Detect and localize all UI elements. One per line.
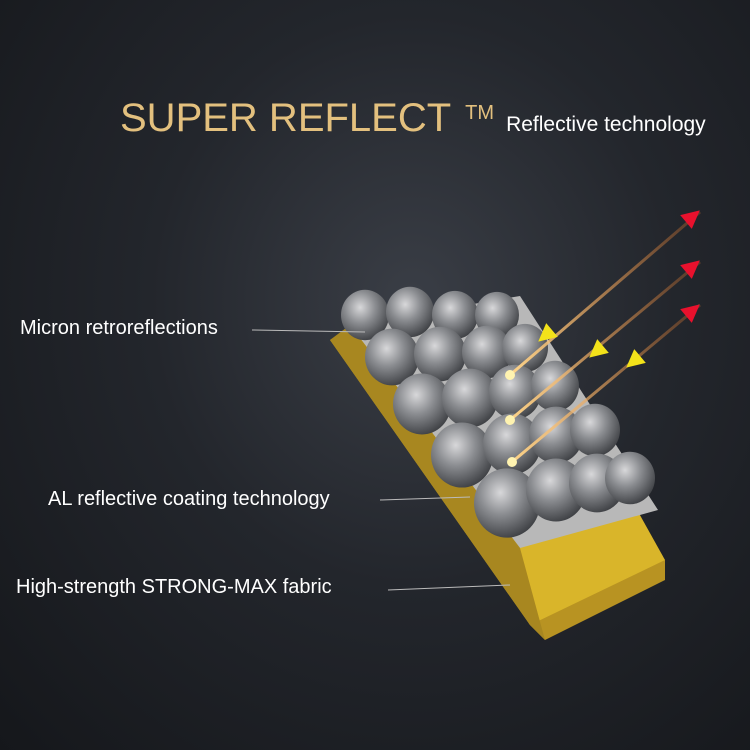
light-ray [511, 303, 701, 464]
light-rays [505, 210, 701, 467]
leader-line [251, 329, 366, 333]
bead-grid [341, 286, 655, 538]
glass-bead [483, 413, 541, 475]
label-micron: Micron retroreflections [20, 317, 218, 339]
incoming-arrow-icon [680, 304, 700, 323]
glass-bead [462, 325, 512, 379]
incoming-arrow-icon [680, 210, 700, 229]
glass-bead [393, 373, 451, 435]
incoming-arrow-icon [680, 260, 700, 279]
reflected-arrow-icon [626, 349, 646, 368]
reflection-glow [505, 415, 515, 425]
reflection-glow [505, 370, 515, 380]
glass-bead [605, 451, 655, 505]
reflected-arrow-icon [538, 323, 558, 342]
glass-bead [414, 326, 466, 382]
header: SUPER REFLECT TM Reflective technology [120, 96, 706, 141]
glass-bead [341, 289, 389, 341]
glass-bead [386, 286, 434, 338]
leader-line [379, 496, 471, 501]
glass-bead [431, 422, 493, 488]
light-ray [509, 210, 701, 377]
reflected-arrow-icon [589, 339, 609, 358]
label-coating: AL reflective coating technology [48, 488, 330, 510]
glass-bead [529, 406, 583, 464]
subtitle: Reflective technology [506, 113, 706, 136]
glass-bead [442, 368, 498, 428]
light-ray [509, 260, 701, 422]
title: SUPER REFLECT [120, 96, 452, 140]
leader-line [387, 584, 511, 591]
glass-bead [474, 468, 540, 538]
glass-bead [570, 403, 620, 457]
label-fabric: High-strength STRONG-MAX fabric [16, 576, 332, 598]
trademark: TM [465, 102, 495, 124]
fabric-side [330, 325, 545, 640]
glass-bead [365, 328, 419, 386]
reflection-glow [507, 457, 517, 467]
glass-bead [502, 323, 548, 373]
